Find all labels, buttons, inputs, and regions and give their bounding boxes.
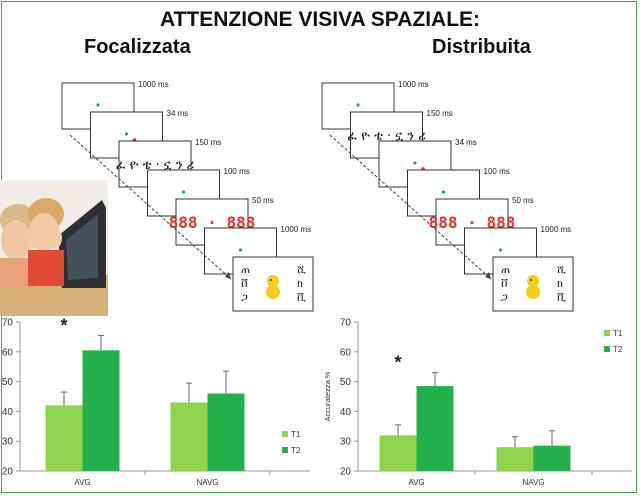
- digit-mask: 888 · 888: [429, 213, 516, 232]
- fixation-dot: [441, 190, 446, 194]
- focused-x-tick-label: AVG: [74, 478, 90, 487]
- chick-body: [266, 285, 280, 299]
- distributed-time-arrow: [329, 134, 492, 280]
- fixation-dot: [356, 103, 360, 107]
- response-glyph-right: ሺ: [297, 263, 306, 276]
- fixation-dot: [238, 248, 243, 252]
- focused-time-arrow: [69, 134, 232, 280]
- focused-chart: 20 30 40 50 60 70 AVG NAVG * T1 T2: [2, 315, 310, 487]
- focused-legend-label: T1: [291, 430, 301, 439]
- response-glyph-right: ክ: [297, 277, 303, 290]
- distributed-y-tick-label: 50: [340, 377, 352, 388]
- distributed-time-arrowhead: [485, 272, 491, 279]
- focused-y-tick-label: 70: [2, 318, 14, 329]
- glyph-string: ፈ ዮ ቴ · ኗ ን ሪ: [116, 158, 195, 173]
- focused-duration-label-3: 100 ms: [224, 167, 250, 176]
- distributed-duration-label-4: 50 ms: [512, 196, 534, 205]
- response-glyph-right: ቪ: [557, 291, 566, 304]
- response-glyph-left: ቨ: [501, 277, 508, 290]
- response-glyph-left: ጠ: [501, 263, 510, 276]
- chick-icon: [527, 275, 539, 287]
- fixation-dot: [96, 103, 100, 107]
- focused-label: Focalizzata: [84, 36, 191, 58]
- distributed-bar-T1-NAVG: [496, 447, 534, 471]
- focused-bar-T2-AVG: [82, 350, 120, 471]
- chick-eye: [530, 279, 532, 281]
- fixation-dot: [498, 248, 503, 252]
- distributed-y-tick-label: 70: [340, 318, 352, 329]
- glyph-string: ፈ ዮ ቴ · ኗ ን ሪ: [347, 129, 426, 144]
- distributed-x-tick-label: NAVG: [522, 478, 544, 487]
- distributed-label: Distribuita: [432, 36, 531, 58]
- distributed-duration-label-0: 1000 ms: [398, 80, 429, 89]
- distributed-y-axis-label: Accuratezza %: [323, 371, 332, 421]
- response-glyph-left: ጠ: [241, 263, 250, 276]
- focused-duration-label-0: 1000 ms: [138, 80, 169, 89]
- focused-bar-T1-AVG: [45, 405, 83, 471]
- distributed-duration-label-1: 150 ms: [427, 109, 453, 118]
- children-at-computer-photo: [0, 180, 108, 316]
- focused-y-tick-label: 20: [2, 467, 14, 478]
- focused-time-arrowhead: [225, 272, 231, 279]
- focused-legend-label: T2: [291, 446, 301, 455]
- response-glyph-left: ጋ: [241, 291, 248, 304]
- distributed-y-tick-label: 20: [340, 467, 352, 478]
- fixation-dot: [124, 132, 129, 136]
- distributed-bar-T2-NAVG: [533, 445, 571, 471]
- fixation-dot: [181, 190, 186, 194]
- distributed-duration-label-2: 34 ms: [455, 138, 477, 147]
- focused-bar-T1-NAVG: [170, 402, 208, 471]
- distributed-x-tick-label: AVG: [408, 478, 424, 487]
- fixation-dot: [413, 161, 417, 165]
- distributed-legend-swatch: [604, 330, 610, 336]
- response-glyph-right: ክ: [557, 277, 563, 290]
- chick-body: [526, 285, 540, 299]
- focused-legend-swatch: [282, 447, 288, 453]
- focused-duration-label-2: 150 ms: [195, 138, 221, 147]
- focused-y-tick-label: 50: [2, 377, 14, 388]
- distributed-duration-label-5: 1000 ms: [541, 225, 572, 234]
- distributed-y-tick-label: 30: [340, 437, 352, 448]
- distributed-bar-T1-AVG: [379, 435, 417, 471]
- focused-y-tick-label: 60: [2, 347, 14, 358]
- distributed-legend-label: T2: [613, 345, 623, 354]
- focused-significance-star: *: [60, 315, 67, 335]
- chick-icon: [267, 275, 279, 287]
- distributed-y-tick-label: 60: [340, 347, 352, 358]
- distributed-legend-swatch: [604, 346, 610, 352]
- distributed-legend-label: T1: [613, 329, 623, 338]
- focused-x-tick-label: NAVG: [196, 478, 218, 487]
- distributed-chart: 20 30 40 50 60 70 Accuratezza % AVG NAVG * T1 T2: [323, 318, 632, 487]
- distributed-significance-star: *: [394, 353, 401, 373]
- focused-bar-T2-NAVG: [207, 393, 245, 471]
- slide-title: ATTENZIONE VISIVA SPAZIALE:: [159, 8, 481, 31]
- response-glyph-left: ቨ: [241, 277, 248, 290]
- focused-duration-label-1: 34 ms: [167, 109, 189, 118]
- distributed-y-tick-label: 40: [340, 407, 352, 418]
- distributed-duration-label-3: 100 ms: [484, 167, 510, 176]
- response-glyph-right: ቪ: [297, 291, 306, 304]
- response-glyph-left: ጋ: [501, 291, 508, 304]
- response-glyph-right: ሺ: [557, 263, 566, 276]
- focused-duration-label-4: 50 ms: [252, 196, 274, 205]
- focused-legend-swatch: [282, 431, 288, 437]
- distributed-bar-T2-AVG: [416, 386, 454, 471]
- focused-y-tick-label: 30: [2, 437, 14, 448]
- chick-eye: [270, 279, 272, 281]
- focused-y-tick-label: 40: [2, 407, 14, 418]
- focused-duration-label-5: 1000 ms: [281, 225, 312, 234]
- digit-mask: 888 · 888: [169, 213, 256, 232]
